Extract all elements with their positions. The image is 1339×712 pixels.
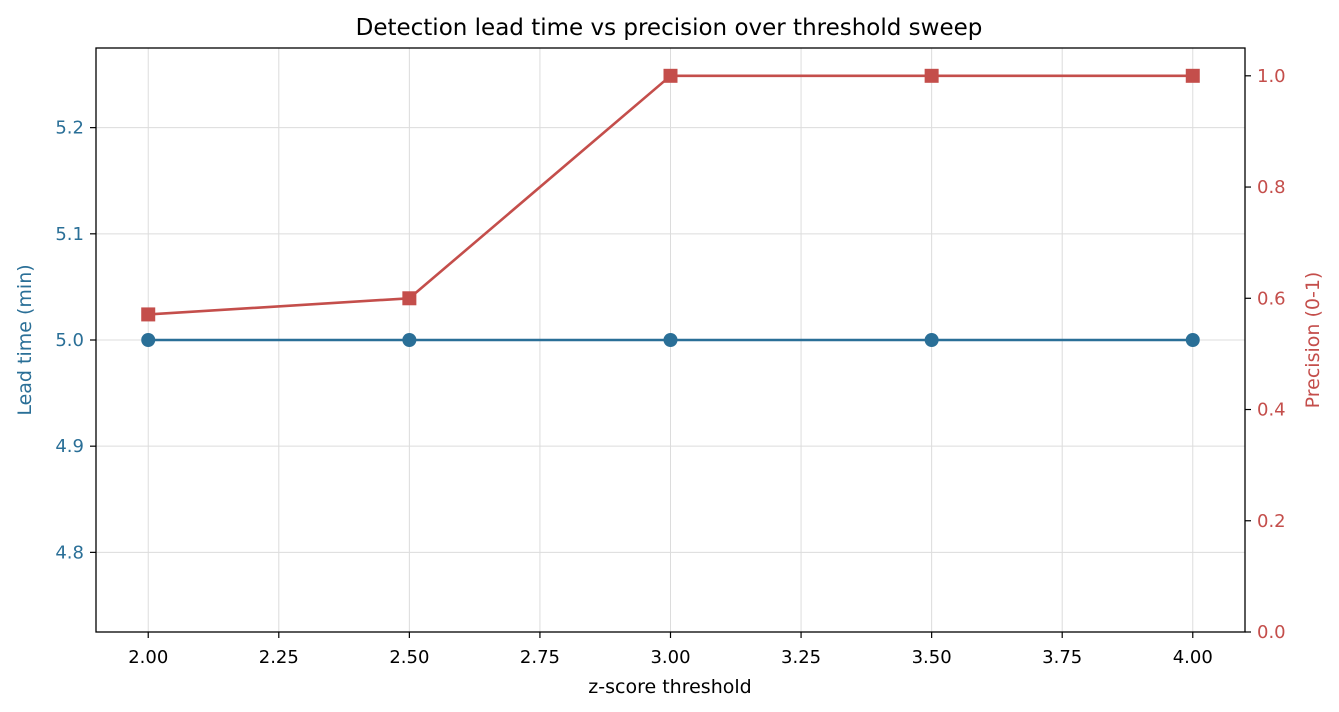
- x-tick-label: 3.25: [781, 647, 821, 668]
- data-point-right: [141, 307, 156, 322]
- x-axis: 2.00 2.25 2.50 2.75 3.00 3.25 3.50 3.75 4.00: [128, 632, 1213, 668]
- x-tick-label: 3.00: [650, 647, 690, 668]
- y-right-tick-label: 0.4: [1257, 400, 1286, 421]
- chart-title: Detection lead time vs precision over th…: [356, 15, 983, 41]
- y-left-tick-label: 4.9: [55, 436, 84, 457]
- x-tick-label: 3.50: [912, 647, 952, 668]
- data-point-left: [1185, 333, 1200, 347]
- y-axis-right: 0.0 0.2 0.4 0.6 0.8 1.0: [1245, 66, 1286, 643]
- y-axis-left-label: Lead time (min): [14, 264, 36, 415]
- data-point-right: [402, 291, 417, 306]
- y-right-tick-label: 0.8: [1257, 177, 1286, 198]
- y-axis-left: 4.8 4.9 5.0 5.1 5.2: [55, 118, 96, 563]
- x-tick-label: 2.25: [259, 647, 299, 668]
- data-point-left: [663, 333, 678, 347]
- x-axis-label: z-score threshold: [588, 676, 751, 698]
- y-axis-right-label: Precision (0-1): [1302, 272, 1324, 409]
- data-point-right: [924, 68, 939, 83]
- series-left: [141, 333, 1200, 347]
- series-layer: [141, 68, 1200, 347]
- y-right-tick-label: 0.6: [1257, 288, 1286, 309]
- x-tick-label: 4.00: [1173, 647, 1213, 668]
- y-right-tick-label: 0.0: [1257, 622, 1286, 643]
- y-right-tick-label: 0.2: [1257, 511, 1286, 532]
- data-point-right: [663, 68, 678, 83]
- data-point-right: [1185, 68, 1200, 83]
- data-point-left: [924, 333, 939, 347]
- data-point-left: [402, 333, 417, 347]
- y-left-tick-label: 4.8: [55, 542, 84, 563]
- y-left-tick-label: 5.0: [55, 330, 84, 351]
- y-left-tick-label: 5.2: [55, 118, 84, 139]
- y-right-tick-label: 1.0: [1257, 66, 1286, 87]
- series-right: [141, 68, 1200, 322]
- data-point-left: [141, 333, 156, 347]
- x-tick-label: 2.75: [520, 647, 560, 668]
- x-tick-label: 2.50: [389, 647, 429, 668]
- y-left-tick-label: 5.1: [55, 224, 84, 245]
- x-tick-label: 3.75: [1042, 647, 1082, 668]
- x-tick-label: 2.00: [128, 647, 168, 668]
